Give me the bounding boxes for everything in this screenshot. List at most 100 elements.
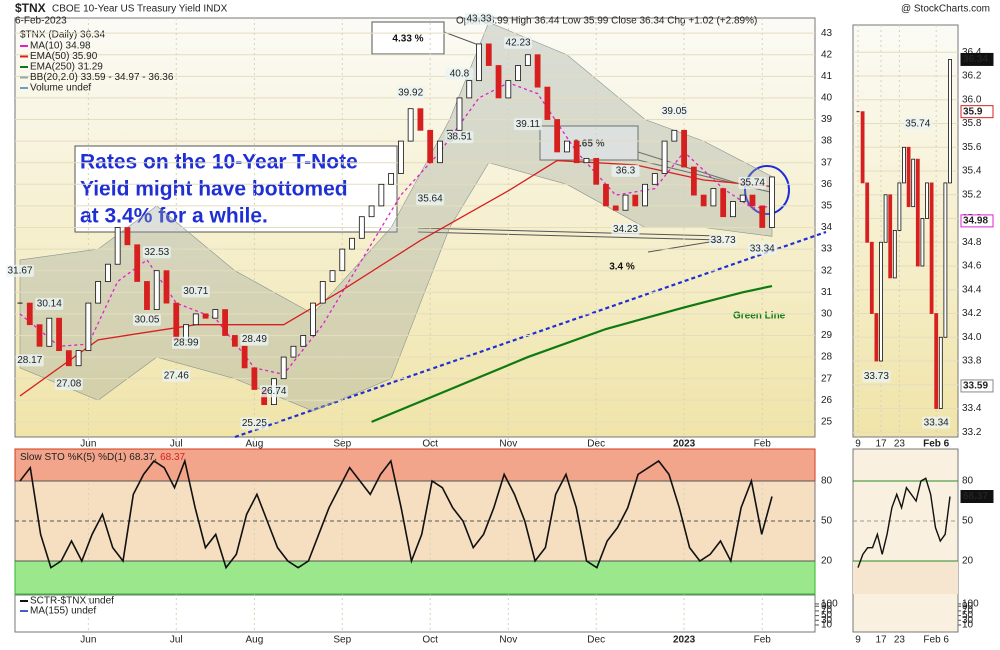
y-tick-label: 80 bbox=[821, 476, 833, 487]
x-tick-label: 9 bbox=[855, 439, 861, 450]
y-tick-label: 35.6 bbox=[962, 142, 982, 153]
candle bbox=[934, 313, 939, 409]
value-tag bbox=[960, 214, 994, 228]
x-tick-label: Oct bbox=[422, 439, 438, 450]
stoch-legend: Slow STO %K(5) %D(1) 68.37, 68.37 bbox=[20, 452, 186, 463]
overlay-layer: 4.33 % 3.65 % 3.4 % Rates on the 10-Year T-… bbox=[74, 21, 827, 439]
point-label-box bbox=[465, 12, 494, 25]
point-label: 32.53 bbox=[144, 247, 169, 258]
y-tick-label: 39 bbox=[821, 114, 833, 125]
candle bbox=[865, 182, 870, 243]
overbought-zone bbox=[14, 448, 816, 482]
candle bbox=[888, 194, 893, 279]
x-tick-label: Feb 6 bbox=[923, 635, 949, 646]
candle bbox=[407, 108, 414, 142]
candle bbox=[36, 324, 43, 347]
candle bbox=[948, 59, 952, 184]
point-label-box bbox=[240, 417, 269, 430]
candle bbox=[251, 367, 258, 390]
x-tick-label: Feb bbox=[754, 635, 772, 646]
candle bbox=[310, 302, 316, 336]
y-tick-label: 32 bbox=[821, 265, 833, 276]
candle bbox=[456, 97, 463, 131]
value-tag-label: 36.34 bbox=[963, 54, 988, 65]
y-tick-label: 30 bbox=[821, 309, 833, 320]
candle bbox=[192, 313, 199, 326]
y-tick-label: 36.0 bbox=[962, 94, 982, 105]
candle bbox=[902, 146, 906, 184]
candle bbox=[65, 350, 72, 367]
annotation: 3.4 % bbox=[609, 262, 635, 273]
candle bbox=[671, 129, 678, 142]
point-label-box bbox=[513, 118, 542, 131]
y-tick-label: 33.2 bbox=[962, 427, 982, 438]
candle bbox=[769, 176, 775, 228]
point-label-box bbox=[416, 193, 445, 206]
legend-label: Slow STO %K(5) %D(1) 68.37, bbox=[20, 452, 157, 463]
y-tick-label: 33.8 bbox=[962, 356, 982, 367]
candle bbox=[534, 54, 541, 88]
x-tick-label: 17 bbox=[875, 635, 887, 646]
point-label-box bbox=[259, 385, 288, 398]
candle bbox=[437, 140, 443, 164]
annotation: Rates on the 10-Year T-Note bbox=[80, 151, 358, 174]
y-tick-label: 36.2 bbox=[962, 71, 982, 82]
x-tick-label: Feb 6 bbox=[923, 439, 950, 450]
candle bbox=[222, 309, 228, 336]
point-label-box bbox=[445, 131, 474, 144]
point-label: 28.17 bbox=[17, 355, 42, 366]
candle bbox=[593, 157, 600, 185]
candle bbox=[104, 263, 111, 282]
point-label-box bbox=[172, 336, 201, 349]
y-tick-label: 34.2 bbox=[962, 308, 982, 319]
candle bbox=[427, 129, 434, 164]
point-label: 30.71 bbox=[183, 286, 208, 297]
candle bbox=[124, 227, 131, 246]
candle bbox=[466, 80, 473, 99]
point-label: 31.67 bbox=[7, 265, 32, 276]
point-label-box bbox=[54, 377, 83, 390]
candle bbox=[85, 302, 92, 352]
candle bbox=[397, 140, 404, 174]
point-label-box bbox=[162, 369, 191, 382]
candle bbox=[700, 194, 707, 207]
annotation: 3.65 % bbox=[573, 139, 604, 150]
candle bbox=[26, 302, 33, 326]
candle bbox=[564, 140, 570, 153]
legend-label: EMA(250) 31.29 bbox=[30, 62, 103, 73]
candle bbox=[319, 281, 326, 304]
oversold-zone bbox=[14, 560, 816, 595]
candle bbox=[583, 157, 590, 164]
candle bbox=[925, 182, 929, 219]
quote: Open 35.99 High 36.44 Low 35.99 Close 36… bbox=[456, 16, 757, 27]
legend-label: MA(10) 34.98 bbox=[30, 41, 91, 52]
annotation-line bbox=[417, 231, 723, 241]
candle bbox=[892, 230, 897, 279]
candle bbox=[388, 173, 395, 185]
candle bbox=[95, 281, 102, 304]
candle bbox=[897, 182, 902, 231]
x-tick-label: 2023 bbox=[673, 635, 696, 646]
candle bbox=[202, 313, 209, 319]
point-label-box bbox=[240, 333, 269, 346]
candle bbox=[642, 183, 648, 207]
point-label: 36.3 bbox=[616, 165, 636, 176]
y-tick-label: 30 bbox=[962, 615, 974, 626]
point-label: 35.74 bbox=[740, 178, 765, 189]
candle bbox=[75, 350, 82, 367]
point-label: 42.23 bbox=[506, 37, 531, 48]
point-label-box bbox=[748, 242, 777, 255]
symbol: $TNX bbox=[15, 1, 46, 15]
series-line bbox=[19, 82, 773, 376]
candle bbox=[869, 241, 874, 314]
candle bbox=[241, 345, 248, 369]
candle bbox=[739, 194, 746, 202]
x-tick-label: Jul bbox=[170, 635, 183, 646]
legend-label: SCTR-$TNX undef bbox=[30, 596, 114, 607]
candle bbox=[938, 336, 943, 409]
point-label: 39.11 bbox=[516, 119, 541, 130]
y-tick-label: 28 bbox=[821, 352, 833, 363]
candle bbox=[554, 119, 561, 153]
point-label-box bbox=[132, 313, 161, 326]
y-tick-label: 70 bbox=[962, 606, 974, 617]
